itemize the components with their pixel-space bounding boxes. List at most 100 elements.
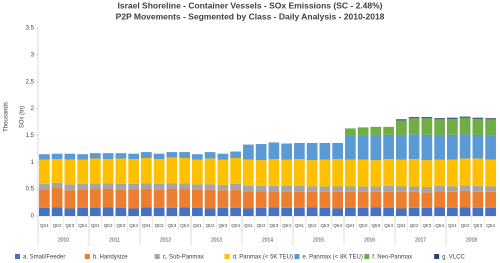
- bar-segment: [447, 186, 458, 192]
- bar-segment: [281, 143, 292, 160]
- x-tick-label: Qtr2: [155, 223, 164, 228]
- chart-title: Israel Shoreline - Container Vessels - S…: [117, 0, 382, 10]
- bar-segment: [268, 207, 280, 216]
- y-tick-label: 3.5: [26, 26, 35, 32]
- bar-segment: [472, 118, 484, 135]
- bar-segment: [64, 190, 76, 209]
- x-tick-label: Qtr4: [180, 223, 189, 228]
- bar-segment: [396, 191, 407, 209]
- bar-segment: [472, 185, 484, 192]
- x-tick-label: Qtr4: [282, 223, 291, 228]
- legend-label: e. Panmax (< 8K TEU): [302, 255, 362, 261]
- x-tick-label: Qtr1: [448, 223, 457, 228]
- bar-segment: [230, 189, 241, 208]
- bar-segment: [204, 152, 216, 159]
- bar-segment: [472, 158, 484, 186]
- bar-segment: [332, 159, 343, 187]
- bar-segment: [319, 159, 331, 187]
- year-label: 2016: [364, 237, 375, 243]
- y-tick-label: 1.5: [26, 133, 35, 139]
- bar-segment: [115, 183, 127, 190]
- bar-segment: [166, 157, 178, 184]
- bar-segment: [51, 159, 63, 183]
- year-label: 2014: [262, 237, 273, 243]
- bar-segment: [268, 142, 280, 160]
- bar-segment: [332, 191, 343, 209]
- year-label: 2010: [58, 237, 69, 243]
- bar-segment: [294, 207, 305, 216]
- bar-segment: [345, 135, 356, 160]
- y-tick-label: 2: [31, 106, 35, 112]
- bar-segment: [192, 159, 203, 185]
- bar-segment: [115, 189, 127, 208]
- legend-label: g. VLCC: [442, 255, 465, 261]
- bar-segment: [281, 159, 292, 186]
- bar-segment: [255, 207, 267, 216]
- bar-segment: [243, 144, 254, 160]
- bar-segment: [166, 183, 178, 189]
- bar-segment: [255, 144, 267, 161]
- y-tick-label: 0: [31, 214, 35, 220]
- legend-swatch: [154, 254, 160, 259]
- bar-segment: [102, 207, 114, 216]
- bar-segment: [141, 188, 152, 208]
- bar-segment: [281, 191, 292, 208]
- bar-segment: [217, 153, 229, 160]
- x-tick-label: Qtr1: [193, 223, 202, 228]
- bar-segment: [319, 191, 331, 208]
- bar-segment: [485, 207, 496, 216]
- bar-segment: [434, 185, 445, 192]
- bar-segment: [230, 157, 241, 184]
- y-unit-label: Thousands: [4, 102, 10, 132]
- bar-segment: [281, 185, 292, 192]
- x-tick-label: Qtr2: [461, 223, 470, 228]
- x-tick-label: Qtr1: [244, 223, 253, 228]
- bar-segment: [128, 189, 139, 209]
- x-tick-label: Qtr4: [129, 223, 138, 228]
- bar-segment: [357, 159, 369, 187]
- bar-segment: [77, 207, 88, 216]
- bar-segment: [243, 191, 254, 209]
- year-label: 2012: [160, 237, 171, 243]
- bar-segment: [459, 134, 471, 159]
- bar-segment: [345, 128, 356, 136]
- bar-segment: [153, 153, 165, 160]
- bar-segment: [485, 186, 496, 192]
- bar-segment: [77, 189, 88, 208]
- bar-segment: [383, 191, 394, 208]
- x-tick-label: Qtr3: [218, 223, 227, 228]
- bar-segment: [153, 183, 165, 190]
- y-tick-label: 2.5: [26, 79, 35, 85]
- bar-segment: [434, 118, 445, 120]
- bar-segment: [51, 153, 63, 160]
- bar-segment: [281, 207, 292, 216]
- x-tick-label: Qtr3: [269, 223, 278, 228]
- bar-segment: [357, 135, 369, 160]
- y-tick-label: 1: [31, 160, 35, 166]
- bar-segment: [268, 185, 280, 192]
- bar-segment: [179, 152, 190, 158]
- x-tick-label: Qtr4: [78, 223, 87, 228]
- bar-segment: [485, 159, 496, 187]
- x-tick-label: Qtr3: [167, 223, 176, 228]
- bar-segment: [357, 186, 369, 192]
- bar-segment: [472, 207, 484, 216]
- bar-segment: [204, 189, 216, 209]
- bar-segment: [472, 191, 484, 208]
- bar-segment: [51, 207, 63, 216]
- year-label: 2013: [211, 237, 222, 243]
- bar-segment: [51, 188, 63, 208]
- legend-label: a. Small/Feeder: [23, 255, 65, 261]
- bar-segment: [421, 207, 433, 216]
- bar-segment: [230, 151, 241, 158]
- bar-segment: [434, 135, 445, 160]
- y-tick-label: 0.5: [26, 187, 35, 193]
- x-tick-label: Qtr2: [359, 223, 368, 228]
- bar-segment: [230, 207, 241, 216]
- bar-segment: [77, 183, 88, 190]
- bar-segment: [383, 207, 394, 216]
- x-tick-label: Qtr1: [397, 223, 406, 228]
- x-tick-label: Qtr2: [410, 223, 419, 228]
- bar-segment: [408, 159, 420, 187]
- bar-segment: [421, 117, 433, 119]
